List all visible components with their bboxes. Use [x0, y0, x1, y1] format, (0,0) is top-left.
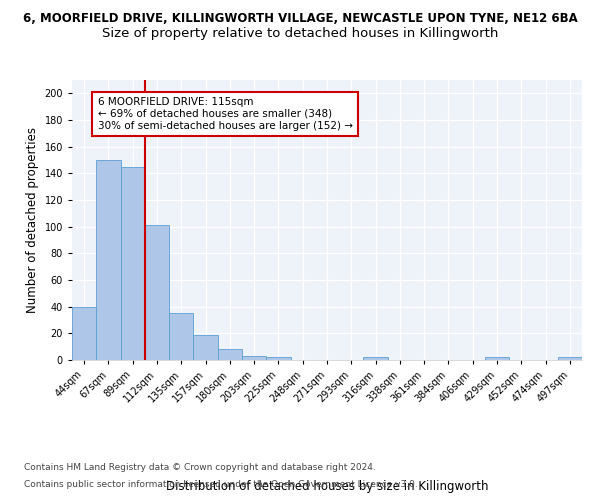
Text: Contains HM Land Registry data © Crown copyright and database right 2024.: Contains HM Land Registry data © Crown c…	[24, 464, 376, 472]
Bar	[72, 306, 96, 360]
Bar	[485, 358, 509, 360]
Bar	[169, 314, 193, 360]
Text: Size of property relative to detached houses in Killingworth: Size of property relative to detached ho…	[102, 28, 498, 40]
Y-axis label: Number of detached properties: Number of detached properties	[26, 127, 39, 313]
Bar	[364, 358, 388, 360]
Bar	[266, 358, 290, 360]
Text: 6, MOORFIELD DRIVE, KILLINGWORTH VILLAGE, NEWCASTLE UPON TYNE, NE12 6BA: 6, MOORFIELD DRIVE, KILLINGWORTH VILLAGE…	[23, 12, 577, 26]
Bar	[193, 334, 218, 360]
Text: Contains public sector information licensed under the Open Government Licence v3: Contains public sector information licen…	[24, 480, 418, 489]
Bar	[96, 160, 121, 360]
Bar	[145, 226, 169, 360]
Text: 6 MOORFIELD DRIVE: 115sqm
← 69% of detached houses are smaller (348)
30% of semi: 6 MOORFIELD DRIVE: 115sqm ← 69% of detac…	[97, 98, 353, 130]
Bar	[242, 356, 266, 360]
Bar	[558, 358, 582, 360]
Bar	[218, 350, 242, 360]
Bar	[121, 166, 145, 360]
X-axis label: Distribution of detached houses by size in Killingworth: Distribution of detached houses by size …	[166, 480, 488, 494]
